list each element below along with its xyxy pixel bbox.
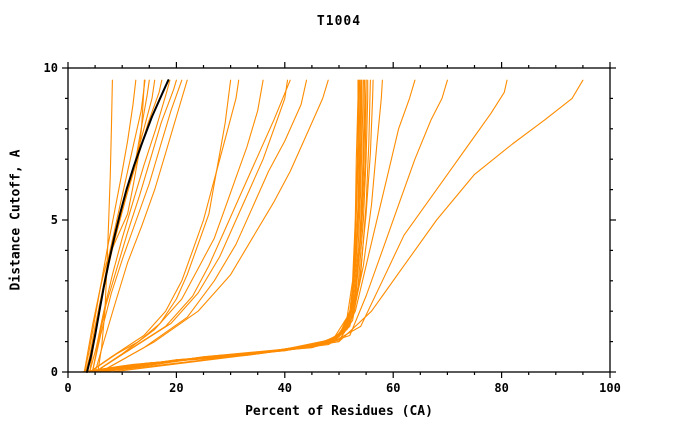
series-line-model-03 <box>84 79 146 373</box>
series-line-model-17 <box>89 79 232 373</box>
y-tick-label: 10 <box>44 61 58 75</box>
chart-title: T1004 <box>316 14 362 29</box>
series-line-model-09 <box>94 79 188 373</box>
series-line-model-08 <box>91 79 183 373</box>
series-line-model-02 <box>83 79 137 373</box>
series-line-model-21 <box>91 79 364 373</box>
series-line-model-27 <box>91 79 366 373</box>
series-line-model-31 <box>80 79 360 373</box>
x-tick-label: 0 <box>64 381 71 395</box>
x-tick-label: 40 <box>278 381 292 395</box>
series-line-reference-curve <box>86 79 170 373</box>
series-line-model-18 <box>94 79 291 373</box>
series-line-model-24 <box>99 79 371 373</box>
series-line-model-29 <box>97 79 374 373</box>
series-line-model-07 <box>91 79 177 373</box>
x-tick-label: 60 <box>386 381 400 395</box>
series-line-model-35 <box>99 79 508 373</box>
series-line-model-01 <box>97 79 113 373</box>
series-line-model-32 <box>86 79 362 373</box>
series-line-model-10 <box>83 79 150 373</box>
series-line-model-16 <box>99 79 329 373</box>
x-tick-label: 20 <box>169 381 183 395</box>
series-line-model-06 <box>89 79 171 373</box>
x-tick-label: 80 <box>494 381 508 395</box>
y-tick-label: 0 <box>51 365 58 379</box>
series-line-model-19 <box>86 79 359 373</box>
series-line-model-13 <box>94 79 264 373</box>
y-tick-label: 5 <box>51 213 58 227</box>
series-line-model-33 <box>94 79 416 373</box>
series-line-model-22 <box>94 79 367 373</box>
series-line-model-36 <box>110 79 584 373</box>
series-line-model-12 <box>89 79 240 373</box>
x-axis-title: Percent of Residues (CA) <box>245 404 433 419</box>
series-line-model-14 <box>94 79 289 373</box>
series-line-model-34 <box>99 79 448 373</box>
plot-border <box>67 67 611 373</box>
series-line-model-15 <box>99 79 308 373</box>
x-tick-label: 100 <box>599 381 621 395</box>
series-line-model-28 <box>94 79 367 373</box>
